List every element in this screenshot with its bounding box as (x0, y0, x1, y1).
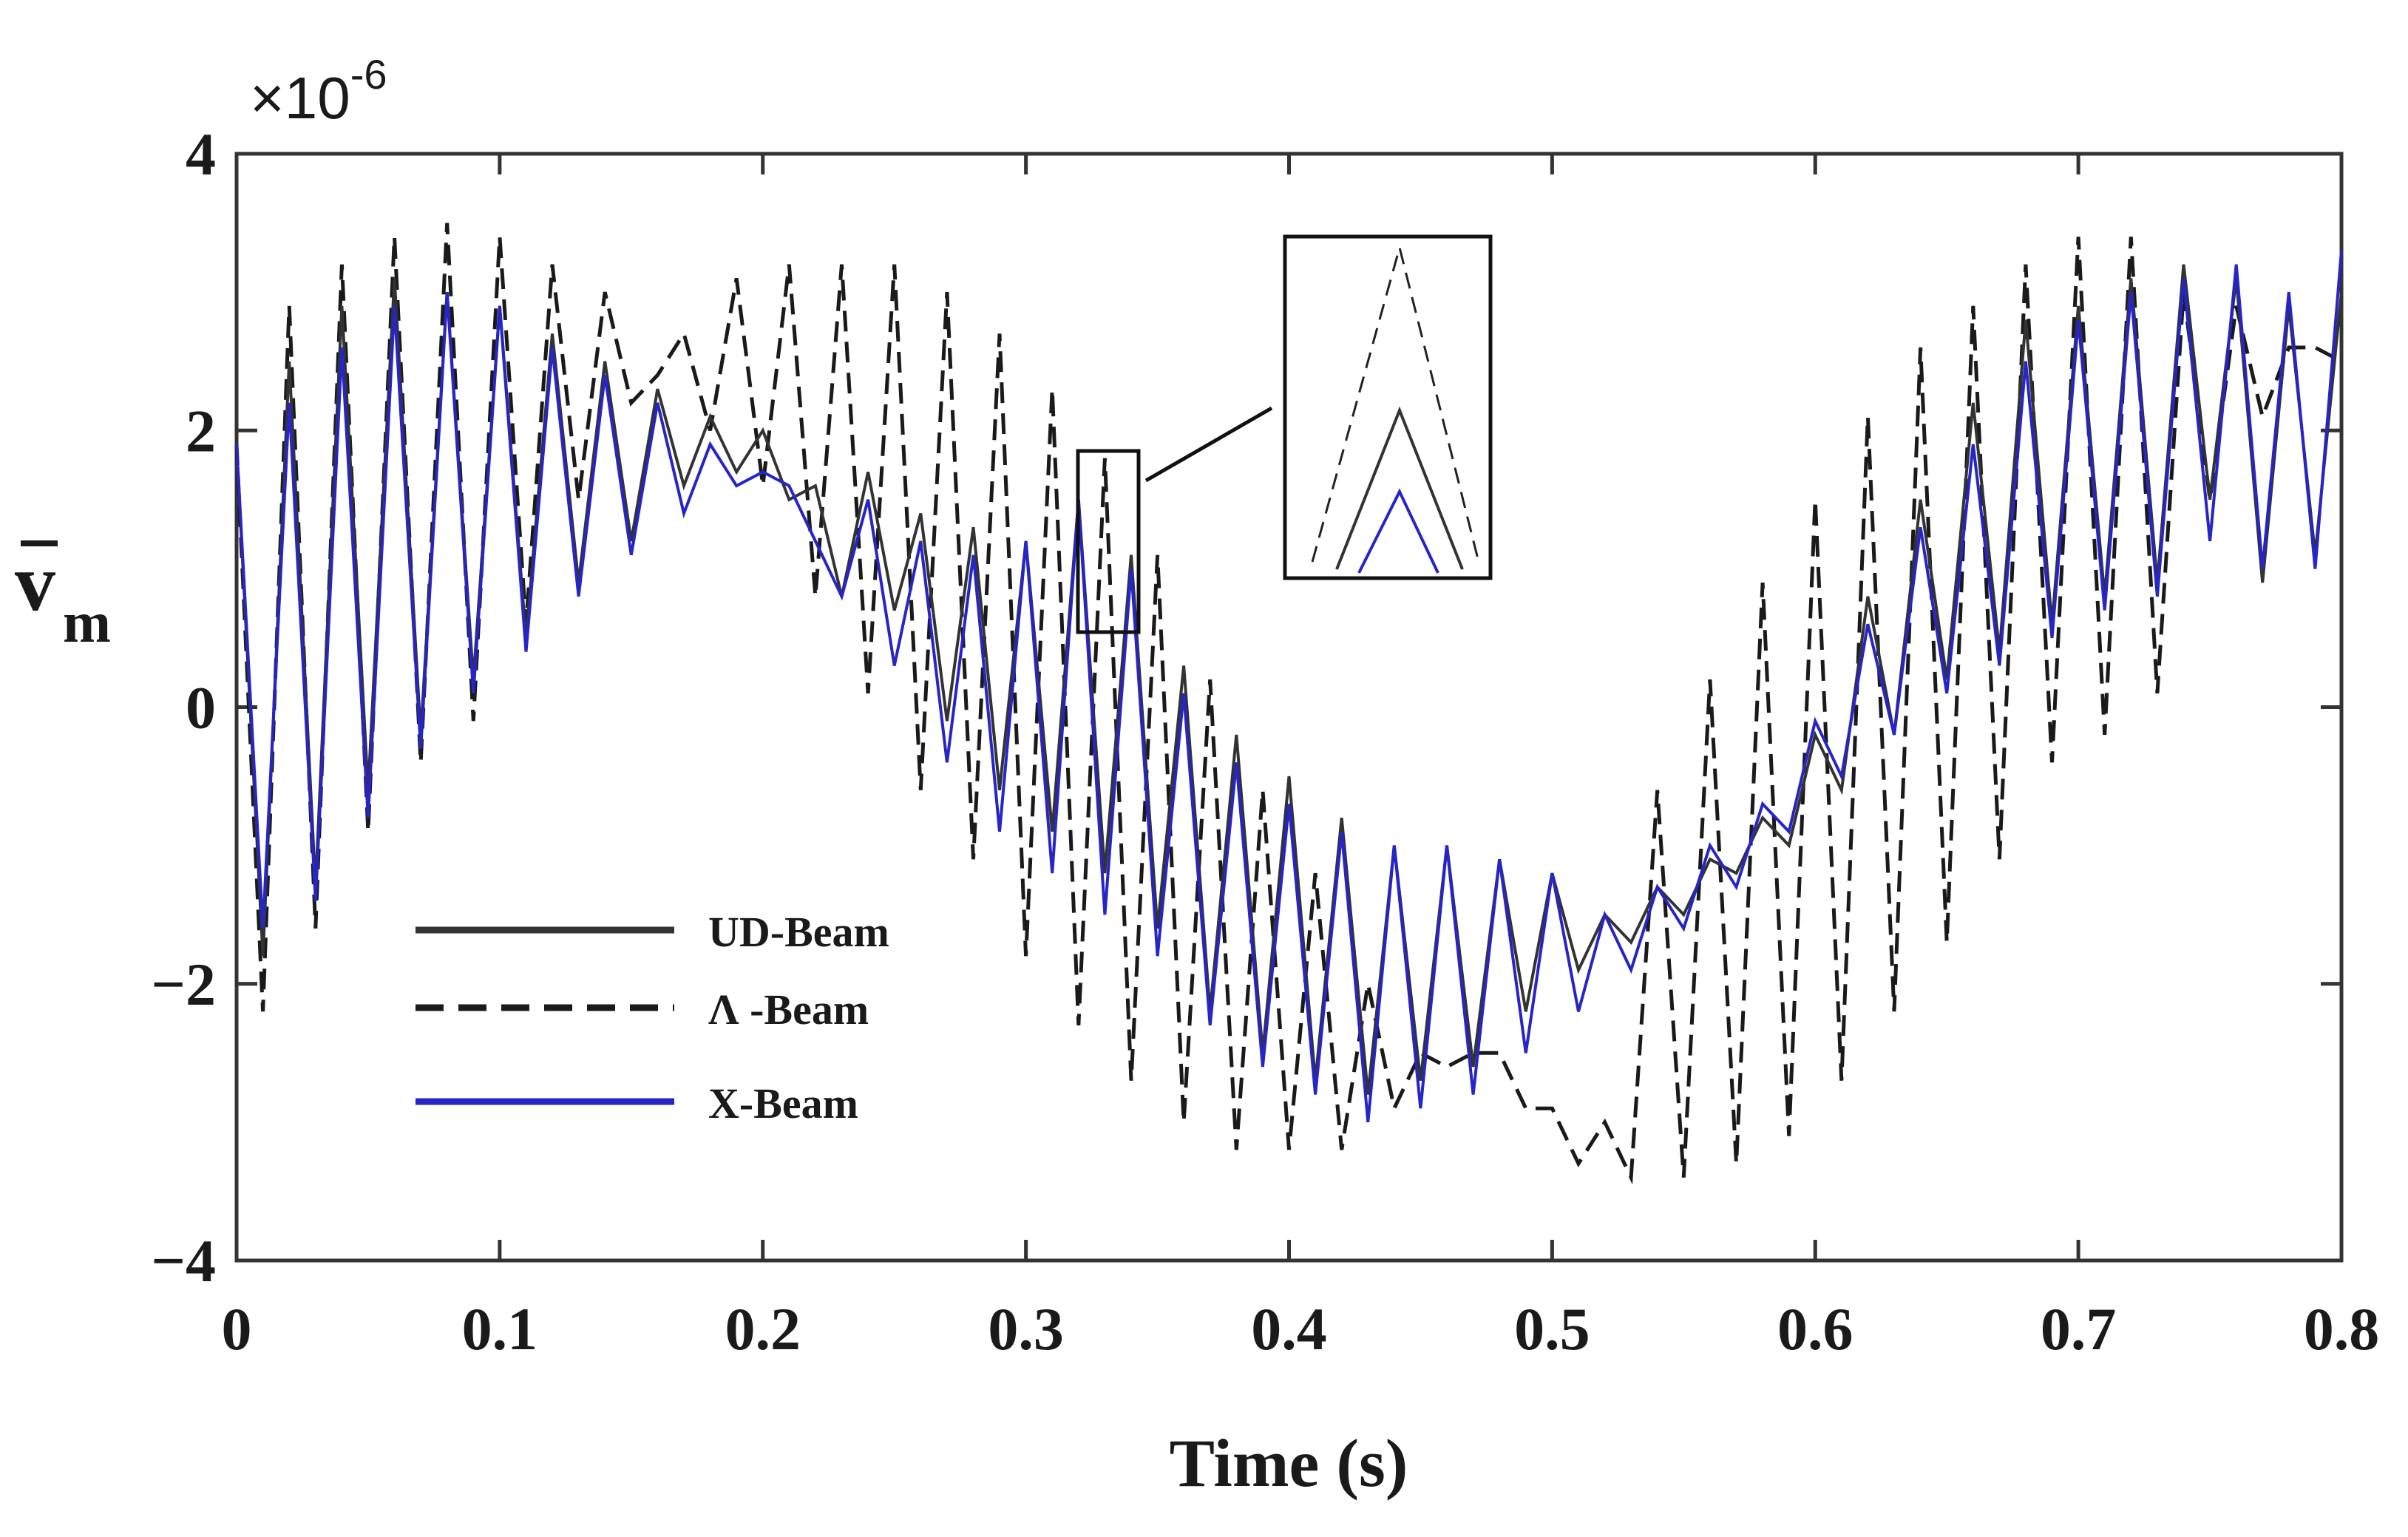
x-tick-label: 0 (222, 1295, 252, 1363)
series-line-x-beam (235, 250, 2343, 1123)
inset-zoom (1283, 234, 1493, 580)
ylabel-main: v (15, 537, 55, 628)
inset-x-beam-peak (1357, 488, 1439, 574)
x-tick-label: 0.2 (725, 1295, 801, 1363)
series-line-ud-beam (235, 264, 2343, 1095)
y-axis-title: v m (15, 537, 111, 654)
x-axis-ticks: 0 0.1 0.2 0.3 0.4 0.5 0.6 0.7 0.8 (222, 154, 2380, 1363)
y-tick-label: 4 (186, 121, 216, 188)
x-tick-label: 0.4 (1251, 1295, 1327, 1363)
legend-label: Λ -Beam (708, 985, 869, 1034)
series-layer (234, 223, 2343, 1185)
zoom-connector-line (1144, 406, 1273, 483)
ylabel-subscript: m (63, 590, 111, 654)
x-tick-label: 0.6 (1777, 1295, 1854, 1363)
legend-label: UD-Beam (708, 908, 889, 956)
x-tick-label: 0.8 (2304, 1295, 2380, 1363)
y-tick-label: 0 (186, 674, 216, 742)
zoom-highlight-box (1076, 449, 1141, 634)
legend: UD-Beam Λ -Beam X-Beam (416, 908, 889, 1127)
y-tick-label: 2 (186, 397, 216, 464)
inset-lambda-beam-peak (1311, 243, 1480, 563)
y-tick-label: −2 (151, 951, 216, 1018)
series-line-beam (234, 223, 2343, 1185)
x-tick-label: 0.5 (1514, 1295, 1590, 1363)
x-tick-label: 0.3 (988, 1295, 1064, 1363)
x-axis-title: Time (s) (1170, 1425, 1408, 1501)
legend-label: X-Beam (708, 1079, 858, 1127)
y-exponent-label: ×10-6 (250, 51, 387, 131)
inset-ud-beam-peak (1335, 406, 1464, 570)
x-tick-label: 0.1 (462, 1295, 538, 1363)
x-tick-label: 0.7 (2041, 1295, 2117, 1363)
y-axis-ticks: −4 −2 0 2 4 (151, 121, 2341, 1295)
y-tick-label: −4 (151, 1227, 216, 1295)
